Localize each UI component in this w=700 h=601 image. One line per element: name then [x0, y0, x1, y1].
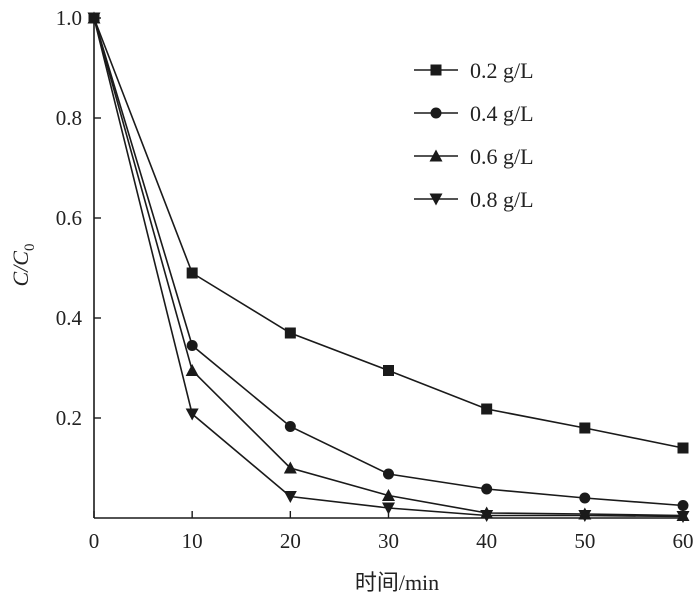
x-tick-label: 30: [378, 529, 399, 553]
legend: 0.2 g/L 0.4 g/L 0.6 g/L 0.8 g/L: [414, 58, 534, 212]
x-axis-title: 时间/min: [355, 570, 439, 595]
marker-circle: [677, 500, 689, 511]
axes: 0.2 0.4 0.6 0.8 1.0 0 10 20 30 40 50 60: [56, 6, 694, 553]
series-line: [93, 17, 684, 517]
legend-label: 0.4 g/L: [470, 101, 534, 126]
legend-item: 0.4 g/L: [414, 101, 534, 126]
series-layer: [87, 11, 690, 523]
marker-square: [481, 403, 493, 415]
marker-square: [677, 442, 689, 454]
series-4: [87, 12, 690, 523]
y-tick-label: 0.2: [56, 406, 82, 430]
marker-circle: [284, 421, 296, 432]
marker-circle: [481, 483, 493, 495]
series-2: [88, 12, 689, 511]
legend-item: 0.8 g/L: [414, 187, 534, 212]
marker-triangle-up: [382, 489, 395, 501]
x-tick-label: 50: [574, 529, 595, 553]
marker-triangle-up: [185, 364, 199, 376]
marker-triangle-down: [382, 502, 395, 515]
marker-triangle-down: [676, 511, 690, 523]
marker-square: [186, 267, 198, 279]
y-tick-label: 0.4: [56, 306, 83, 330]
series-line: [93, 17, 684, 449]
marker-triangle-up: [429, 149, 443, 162]
marker-triangle-down: [429, 193, 443, 206]
x-tick-label: 60: [673, 529, 694, 553]
marker-triangle-down: [185, 408, 199, 421]
series-1: [88, 12, 689, 454]
x-tick-label: 40: [476, 529, 497, 553]
marker-triangle-down: [283, 491, 297, 503]
marker-triangle-up: [283, 461, 297, 474]
marker-circle: [579, 492, 591, 504]
y-axis-title: C/C0: [8, 244, 38, 287]
marker-triangle-down: [480, 510, 494, 522]
series-3: [87, 11, 690, 521]
legend-label: 0.6 g/L: [470, 144, 534, 169]
marker-triangle-down: [87, 12, 101, 25]
x-tick-label: 20: [280, 529, 301, 553]
legend-item: 0.6 g/L: [414, 144, 534, 169]
x-tick-label: 10: [182, 529, 203, 553]
marker-square: [579, 422, 591, 434]
x-tick-label: 0: [89, 529, 100, 553]
y-tick-label: 1.0: [56, 6, 82, 30]
series-line: [93, 17, 684, 507]
legend-label: 0.8 g/L: [470, 187, 534, 212]
legend-item: 0.2 g/L: [414, 58, 534, 83]
marker-square: [284, 327, 296, 339]
marker-square: [383, 365, 394, 376]
series-line: [93, 17, 684, 518]
y-tick-label: 0.6: [56, 206, 82, 230]
marker-triangle-down: [578, 510, 592, 522]
marker-circle: [430, 107, 442, 119]
marker-square: [430, 64, 442, 76]
y-tick-label: 0.8: [56, 106, 82, 130]
marker-circle: [186, 340, 198, 351]
marker-circle: [383, 468, 394, 480]
legend-label: 0.2 g/L: [470, 58, 534, 83]
